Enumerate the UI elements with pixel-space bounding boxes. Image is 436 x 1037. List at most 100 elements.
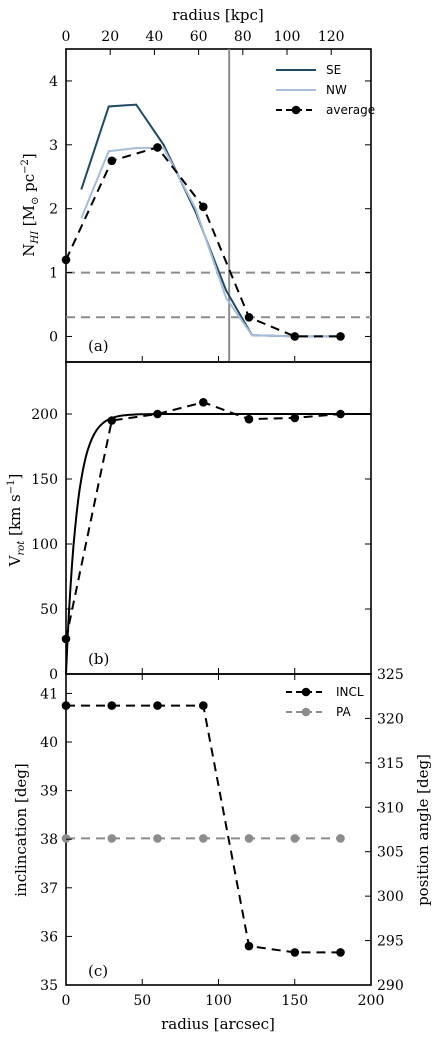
panel-a-series-average-point-4 [244, 313, 254, 322]
panel-c-legend-label-1: PA [336, 705, 351, 719]
panel-c-legend-marker-0 [301, 687, 311, 697]
panel-c-series-PA-point-6 [336, 834, 345, 843]
panel-c-ytick-left-label-1: 36 [40, 929, 58, 945]
panel-c-xlabel: radius [arcsec] [161, 1015, 275, 1033]
panel-a-legend-label-1: NW [326, 83, 347, 97]
panel-c-ytick-right-label-2: 300 [377, 889, 404, 905]
panel-c-legend-marker-1 [301, 707, 311, 717]
panel-c-ytick-right-label-7: 325 [377, 667, 404, 683]
panel-c-xtick-label-2: 100 [205, 993, 232, 1009]
panel-c-series-INCL-point-5 [290, 948, 300, 957]
panel-c-ytick-right-label-4: 310 [377, 800, 404, 816]
panel-c-series-INCL-point-2 [153, 701, 162, 710]
panel-b-ylabel-part-3: −1 [6, 480, 17, 495]
panel-c-series-PA-point-5 [290, 834, 300, 843]
panel-a-ylabel-part-3: ⊙ [30, 197, 41, 205]
panel-c-legend-label-0: INCL [336, 685, 364, 699]
panel-c-ytick-right-label-1: 295 [377, 934, 404, 950]
panel-a-series-average-point-3 [199, 202, 208, 212]
panel-a-ylabel-part-2: [M [20, 205, 38, 231]
panel-a-top-xtick-label-3: 60 [190, 29, 208, 45]
panel-a-ylabel-part-5: −2 [20, 159, 31, 174]
panel-a-ylabel: NHI [M⊙ pc−2] [20, 153, 41, 257]
panel-c-panel-label: (c) [88, 962, 108, 980]
panel-b-ylabel-part-2: [km s [6, 494, 24, 540]
panel-a-top-xtick-label-6: 120 [318, 29, 345, 45]
panel-a-ytick-label-0: 0 [49, 329, 58, 345]
panel-a-series-average-line [65, 146, 341, 338]
panel-a-legend-label-0: SE [326, 63, 341, 77]
panel-c-ytick-left-label-0: 35 [40, 978, 58, 994]
panel-b-series-0-point-6 [336, 409, 345, 419]
panel-c-xtick-label-3: 150 [281, 993, 308, 1009]
panel-a-top-xtick-label-2: 40 [145, 29, 163, 45]
panel-b-series-0-point-2 [153, 409, 162, 419]
panel-c-ytick-right-label-0: 290 [377, 978, 404, 994]
panel-a-series-average-point-5 [290, 332, 300, 341]
panel-c-series-INCL-point-6 [336, 948, 345, 957]
panel-a-top-xtick-label-5: 100 [274, 29, 301, 45]
panel-c-series-INCL-point-1 [107, 701, 117, 710]
panel-a-top-xlabel: radius [kpc] [172, 6, 263, 24]
panel-c-ylabel-right: position angle [deg] [414, 754, 432, 906]
panel-a-series-NW-line [80, 147, 341, 338]
panel-c-ytick-left-label-4: 39 [40, 784, 58, 800]
panel-c-ytick-right-label-6: 320 [377, 711, 404, 727]
panel-a-ytick-label-4: 4 [49, 74, 58, 90]
panel-a-legend-marker-2 [291, 105, 301, 115]
panel-a-top-xtick-label-0: 0 [62, 29, 71, 45]
panel-b-panel-label: (b) [88, 650, 109, 668]
panel-b-ylabel-part-4: ] [6, 474, 24, 480]
panel-c-ytick-left-label-3: 38 [40, 832, 58, 848]
panel-b-series-0-point-3 [199, 398, 208, 407]
panel-a-series-average-point-2 [153, 143, 162, 152]
panel-b-ytick-label-0: 0 [49, 667, 58, 683]
panel-a-series-SE-line [80, 103, 341, 338]
panel-b-series-0-point-4 [244, 414, 254, 424]
panel-c-ytick-right-label-3: 305 [377, 845, 404, 861]
panel-c-series-PA-point-1 [107, 834, 117, 843]
panel-b-ylabel-part-1: rot [16, 540, 27, 556]
panel-a-ylabel-part-6: ] [20, 153, 38, 159]
panel-a-series-average-point-6 [336, 332, 345, 341]
panel-a-ytick-label-2: 2 [49, 202, 58, 218]
panel-c-series-INCL-line [66, 704, 341, 954]
panel-b-series-0-point-0 [61, 634, 71, 644]
panel-c-series-PA-point-4 [244, 834, 254, 843]
panel-c-series-PA-point-2 [153, 834, 162, 843]
panel-c-series-PA-point-0 [61, 834, 71, 843]
panel-a-ytick-label-3: 3 [49, 138, 58, 154]
panel-b-ylabel: Vrot [km s−1] [6, 474, 27, 568]
panel-c-ylabel-left: inclincation [deg] [12, 763, 30, 897]
panel-c-ytick-left-label-6: 41 [40, 686, 58, 702]
panel-c-xtick-label-4: 200 [358, 993, 385, 1009]
panel-b-ytick-label-4: 200 [31, 407, 58, 423]
panel-a-ylabel-part-4: pc [20, 174, 38, 197]
panel-a-series-average-point-0 [61, 255, 71, 265]
panel-c-series-INCL-point-0 [61, 701, 71, 710]
panel-c-ytick-left-label-5: 40 [40, 735, 58, 751]
panel-b-series-0-line [65, 401, 341, 640]
panel-c-series-INCL-point-3 [199, 701, 208, 710]
panel-a-series-average-point-1 [107, 156, 117, 166]
panel-c-series-INCL-point-4 [244, 941, 254, 951]
panel-b-model-curve [65, 413, 371, 675]
panel-b-series-0-point-1 [107, 416, 117, 425]
panel-a-top-xtick-label-4: 80 [234, 29, 252, 45]
panel-c-ytick-right-label-5: 315 [377, 756, 404, 772]
panel-b-ytick-label-1: 50 [40, 602, 58, 618]
panel-b-ylabel-part-0: V [6, 554, 24, 567]
panel-b-ytick-label-3: 150 [31, 472, 58, 488]
panel-c-xtick-label-1: 50 [133, 993, 151, 1009]
panel-c-frame [65, 673, 372, 986]
panel-a-top-xtick-label-1: 20 [101, 29, 119, 45]
panel-c-xtick-label-0: 0 [62, 993, 71, 1009]
panel-b-ytick-label-2: 100 [31, 537, 58, 553]
panel-b-series-0-point-5 [290, 413, 300, 423]
panel-a-panel-label: (a) [88, 337, 109, 355]
panel-a-legend-label-2: average [326, 103, 375, 117]
panel-a-ylabel-part-0: N [20, 244, 38, 257]
panel-c-ytick-left-label-2: 37 [40, 881, 58, 897]
panel-c-series-PA-point-3 [199, 834, 208, 843]
